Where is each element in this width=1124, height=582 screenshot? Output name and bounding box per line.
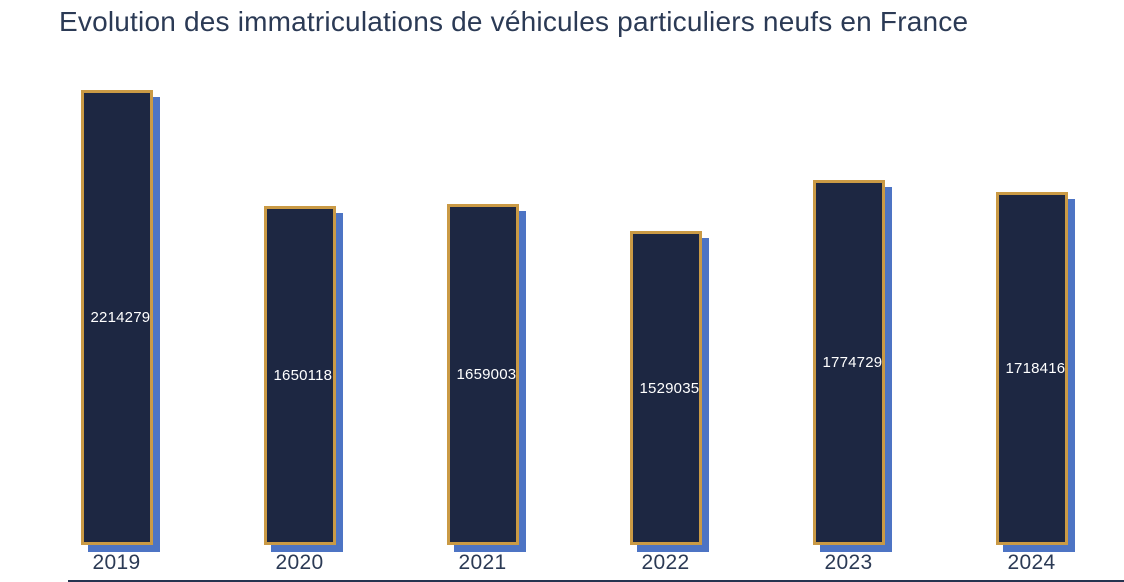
chart-title: Evolution des immatriculations de véhicu… <box>59 6 969 37</box>
bar-column: 1718416 <box>940 192 1123 545</box>
bar-column: 1659003 <box>391 204 574 545</box>
bar-value-label: 1718416 <box>1005 360 1066 377</box>
bottom-axis-line <box>68 580 1124 582</box>
bar-column: 1650118 <box>208 206 391 545</box>
bar-column: 1529035 <box>574 231 757 545</box>
bar-value-label: 1659003 <box>456 366 517 383</box>
bar-value-label: 2214279 <box>90 309 151 326</box>
bar-value-label: 1774729 <box>822 354 883 371</box>
x-axis-labels: 2019 2020 2021 2022 2023 2024 <box>25 551 1123 575</box>
x-tick-label: 2019 <box>92 551 141 574</box>
x-tick-label: 2023 <box>824 551 873 574</box>
bar: 1650118 <box>263 206 336 545</box>
bar: 1659003 <box>446 204 519 545</box>
bar-column: 2214279 <box>25 90 208 545</box>
bar: 1774729 <box>812 180 885 545</box>
x-tick-label: 2024 <box>1007 551 1056 574</box>
bar-value-label: 1529035 <box>639 379 700 397</box>
x-tick-label: 2022 <box>641 551 690 574</box>
bar-value-label: 1650118 <box>273 367 333 384</box>
x-tick-label: 2020 <box>275 551 324 574</box>
bar: 1718416 <box>995 192 1068 545</box>
bar-column: 1774729 <box>757 180 940 545</box>
bar: 2214279 <box>80 90 153 545</box>
bar-plot-area: 2214279 1650118 1659003 1529035 1774729 17184… <box>25 90 1123 545</box>
x-tick-label: 2021 <box>458 551 507 574</box>
bar: 1529035 <box>629 231 702 545</box>
